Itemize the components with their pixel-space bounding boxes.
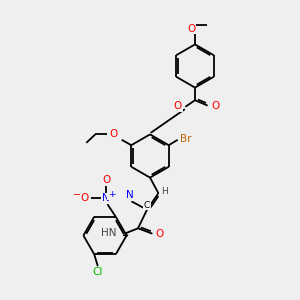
Text: O: O [80, 193, 89, 203]
Text: N: N [126, 190, 134, 200]
Text: +: + [108, 190, 116, 199]
Text: Br: Br [180, 134, 192, 144]
Text: H: H [162, 187, 168, 196]
Text: O: O [174, 101, 182, 111]
Text: O: O [109, 129, 117, 140]
Text: −: − [73, 190, 81, 200]
Text: O: O [155, 229, 163, 239]
Text: O: O [187, 24, 196, 34]
Text: N: N [102, 193, 110, 203]
Text: O: O [211, 100, 219, 111]
Text: O: O [102, 175, 110, 185]
Text: C: C [144, 201, 150, 210]
Text: Cl: Cl [93, 267, 103, 277]
Text: HN: HN [100, 228, 116, 238]
